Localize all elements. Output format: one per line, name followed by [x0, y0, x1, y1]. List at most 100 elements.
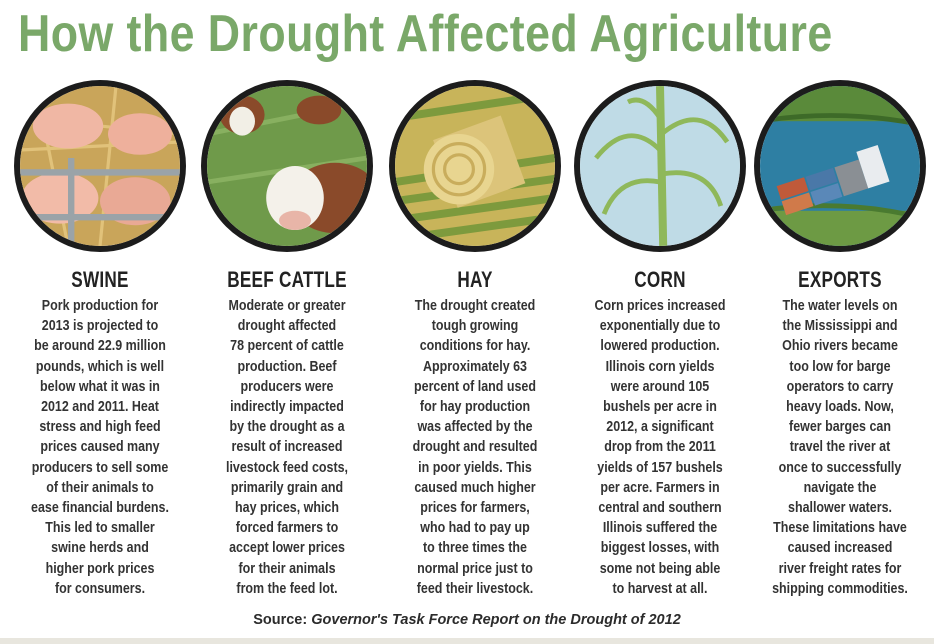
text-line: stress and high feed	[39, 419, 161, 436]
text-line: by the drought as a	[229, 419, 345, 436]
section-heading: BEEF CATTLE	[227, 267, 347, 292]
text-line: fewer barges can	[789, 419, 891, 436]
page-title: How the Drought Affected Agriculture	[18, 5, 833, 63]
section-heading: CORN	[634, 267, 686, 292]
section-exports: EXPORTS The water levels on the Mississip…	[745, 80, 934, 599]
swine-illustration-icon	[14, 80, 186, 252]
text-line: primarily grain and	[230, 479, 344, 496]
text-line: navigate the	[803, 479, 877, 496]
text-line: heavy loads. Now,	[786, 399, 894, 416]
text-line: shallower waters.	[788, 500, 892, 517]
text-line: was affected by the	[417, 419, 533, 436]
source-text: Governor's Task Force Report on the Drou…	[311, 612, 681, 628]
text-line: Pork production for	[41, 298, 159, 314]
text-line: shipping commodities.	[772, 580, 908, 597]
text-line: for their animals	[238, 560, 336, 577]
section-corn: CORN Corn prices increased exponentially …	[565, 80, 755, 599]
text-line: the Mississippi and	[782, 318, 898, 335]
text-line: 2012, a significant	[606, 419, 714, 436]
text-line: result of increased	[231, 439, 343, 456]
section-text: Pork production for 2013 is projected to b…	[5, 296, 195, 599]
text-line: river freight rates for	[778, 560, 902, 577]
text-line: This led to smaller	[45, 520, 155, 537]
footer-bar	[0, 638, 934, 644]
text-line: lowered production.	[600, 338, 720, 355]
text-line: central and southern	[598, 500, 722, 517]
hay-bale-illustration-icon	[389, 80, 561, 252]
text-line: caused much higher	[414, 479, 536, 496]
section-swine: SWINE Pork production for 2013 is project…	[5, 80, 195, 599]
section-text: The water levels on the Mississippi and Oh…	[745, 296, 934, 599]
text-line: drought and resulted	[412, 439, 538, 456]
river-barge-illustration-icon	[754, 80, 926, 252]
section-heading: EXPORTS	[798, 267, 882, 292]
text-line: producers were	[240, 378, 334, 395]
text-line: from the feed lot.	[236, 580, 338, 597]
text-line: for consumers.	[54, 580, 146, 597]
beef-cattle-illustration-icon	[201, 80, 373, 252]
text-line: 2012 and 2011. Heat	[41, 399, 159, 416]
text-line: conditions for hay.	[419, 338, 531, 355]
text-line: indirectly impacted	[230, 399, 344, 416]
text-line: ease financial burdens.	[31, 500, 169, 517]
text-line: drought affected	[237, 318, 337, 335]
text-line: were around 105	[610, 378, 710, 395]
text-line: to harvest at all.	[612, 580, 708, 597]
text-line: forced farmers to	[235, 520, 339, 537]
text-line: Illinois suffered the	[602, 520, 718, 537]
text-line: yields of 157 bushels	[597, 459, 723, 476]
text-line: feed their livestock.	[416, 580, 534, 597]
text-line: bushels per acre in	[603, 399, 717, 416]
section-text: Corn prices increased exponentially due t…	[565, 296, 755, 599]
text-line: producers to sell some	[31, 459, 169, 476]
text-line: hay prices, which	[235, 500, 339, 517]
text-line: for hay production	[419, 399, 531, 416]
text-line: prices caused many	[40, 439, 160, 456]
text-line: higher pork prices	[45, 560, 155, 577]
text-line: These limitations have	[773, 520, 907, 537]
text-line: Corn prices increased	[594, 298, 726, 314]
text-line: some not being able	[599, 560, 721, 577]
text-line: be around 22.9 million	[34, 338, 166, 355]
source-citation: Source: Governor's Task Force Report on …	[0, 612, 934, 628]
text-line: swine herds and	[51, 540, 149, 557]
text-line: too low for barge	[789, 358, 891, 375]
text-line: The drought created	[414, 298, 536, 314]
text-line: 2013 is projected to	[41, 318, 159, 335]
text-line: operators to carry	[786, 378, 894, 395]
text-line: to three times the	[423, 540, 527, 557]
text-line: The water levels on	[782, 298, 898, 314]
text-line: biggest losses, with	[600, 540, 720, 557]
text-line: of their animals to	[46, 479, 154, 496]
text-line: caused increased	[787, 540, 893, 557]
text-line: 78 percent of cattle	[230, 338, 344, 355]
section-text: The drought created tough growing conditio…	[380, 296, 570, 599]
text-line: drop from the 2011	[604, 439, 716, 456]
text-line: who had to pay up	[420, 520, 530, 537]
text-line: Moderate or greater	[228, 298, 346, 314]
text-line: normal price just to	[417, 560, 533, 577]
text-line: Ohio rivers became	[782, 338, 898, 355]
section-text: Moderate or greater drought affected 78 pe…	[192, 296, 382, 599]
text-line: in poor yields. This	[418, 459, 532, 476]
text-line: livestock feed costs,	[226, 459, 348, 476]
text-line: once to successfully	[778, 459, 902, 476]
text-line: below what it was in	[40, 378, 160, 395]
section-heading: HAY	[457, 267, 493, 292]
source-label: Source:	[253, 612, 308, 628]
text-line: prices for farmers,	[420, 500, 530, 517]
text-line: travel the river at	[789, 439, 891, 456]
text-line: exponentially due to	[599, 318, 721, 335]
section-heading: SWINE	[71, 267, 129, 292]
corn-stalk-illustration-icon	[574, 80, 746, 252]
text-line: percent of land used	[414, 378, 536, 395]
text-line: production. Beef	[237, 358, 337, 375]
text-line: tough growing	[431, 318, 519, 335]
text-line: per acre. Farmers in	[600, 479, 720, 496]
section-hay: HAY The drought created tough growing cond…	[380, 80, 570, 599]
text-line: pounds, which is well	[35, 358, 165, 375]
text-line: accept lower prices	[229, 540, 345, 557]
text-line: Illinois corn yields	[605, 358, 715, 375]
section-beef-cattle: BEEF CATTLE Moderate or greater drought a…	[192, 80, 382, 599]
text-line: Approximately 63	[423, 358, 527, 375]
